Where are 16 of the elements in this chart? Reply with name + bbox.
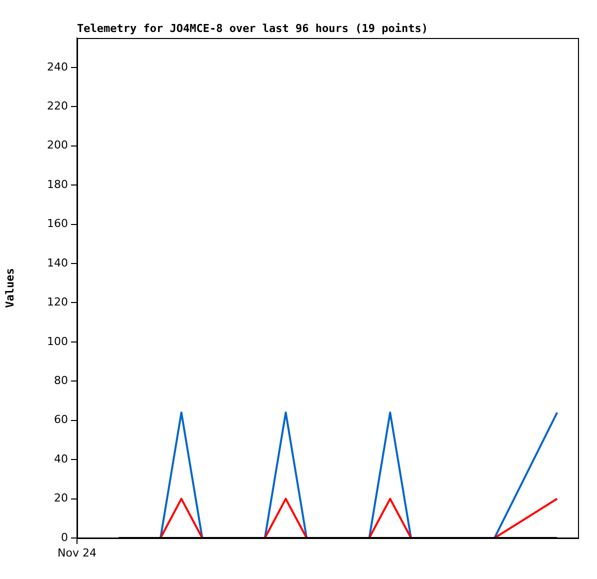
- y-tick-label: 0: [61, 530, 68, 544]
- y-axis-title: Values: [3, 268, 16, 308]
- x-tick-label: Nov 24: [58, 546, 96, 560]
- y-tick-label: 200: [47, 138, 68, 152]
- y-tick-label: 20: [54, 492, 68, 505]
- y-tick-label: 220: [47, 99, 68, 112]
- y-tick-label: 80: [54, 374, 68, 387]
- chart-title: Telemetry for JO4MCE-8 over last 96 hours (19 points): [77, 22, 428, 35]
- y-tick-label: 240: [47, 60, 68, 74]
- y-tick-label: 100: [47, 334, 68, 348]
- y-tick-label: 40: [54, 452, 68, 466]
- y-tick-label: 140: [47, 256, 68, 270]
- y-tick-label: 160: [47, 217, 68, 230]
- y-tick-label: 120: [47, 296, 68, 309]
- y-tick-label: 180: [47, 178, 68, 191]
- y-tick-label: 60: [54, 413, 68, 426]
